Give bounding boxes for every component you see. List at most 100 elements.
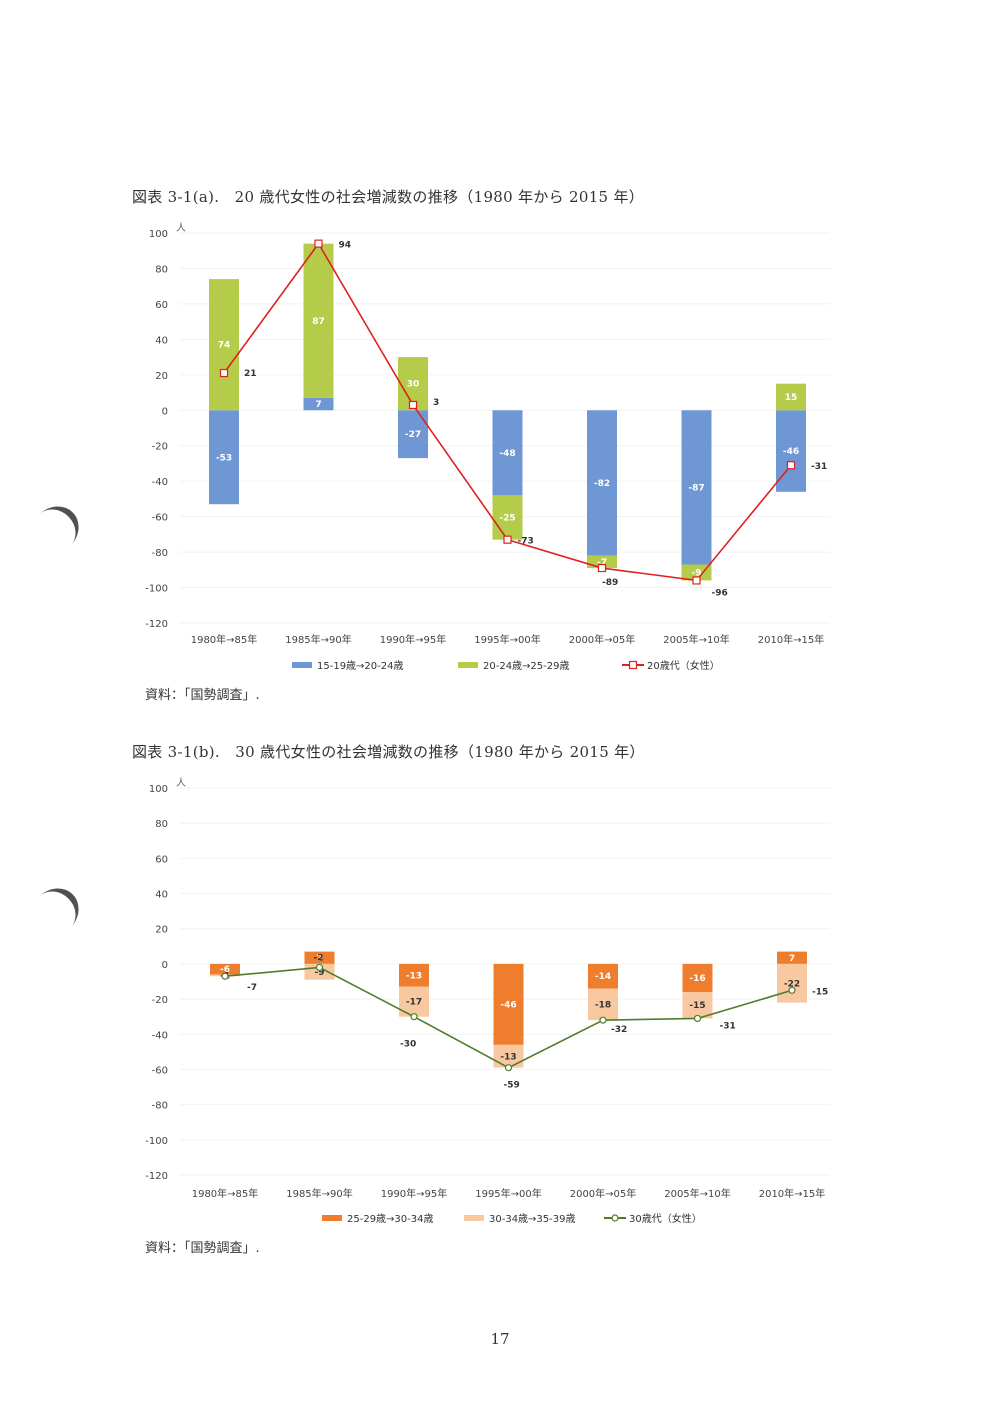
bar-data-label: 30	[407, 380, 420, 390]
bar-data-label: -18	[595, 1000, 611, 1010]
y-tick-label: -100	[145, 584, 168, 595]
bar-data-label: -16	[689, 974, 705, 984]
bar-segment	[303, 243, 334, 398]
bar-data-label: -46	[500, 1000, 516, 1010]
y-axis-unit-label: 人	[176, 222, 186, 234]
bar-data-label: -82	[594, 479, 610, 489]
bar-segment	[681, 410, 712, 565]
bar-data-label: -22	[784, 979, 800, 989]
x-category-label: 1990年→95年	[381, 1187, 448, 1200]
y-tick-label: 40	[155, 335, 168, 346]
line-data-label: 3	[433, 398, 439, 408]
bar-data-label: 7	[315, 400, 321, 410]
line-point	[504, 1064, 513, 1072]
bar-data-label: -9	[315, 968, 325, 978]
line-data-label: -31	[811, 462, 827, 472]
line-data-label: -15	[812, 987, 828, 997]
line-data-label: -7	[247, 983, 257, 993]
line-point	[597, 563, 607, 573]
bar-segment	[777, 963, 807, 1003]
y-tick-label: 40	[155, 890, 168, 901]
line-point	[692, 576, 701, 585]
figure-a-title: 図表 3-1(a). 20 歳代女性の社会増減数の推移（1980 年から 201…	[132, 188, 645, 206]
bar-segment	[588, 988, 618, 1021]
y-tick-label: -120	[145, 619, 168, 630]
y-tick-label: -100	[145, 1136, 168, 1147]
x-category-label: 2000年→05年	[570, 1187, 637, 1200]
line-point	[221, 972, 229, 980]
line-point	[503, 535, 512, 544]
y-tick-label: -20	[152, 995, 168, 1006]
y-tick-label: -60	[152, 1065, 168, 1076]
line-data-label: 21	[244, 369, 257, 379]
bar-segment	[209, 279, 239, 411]
line-data-label: -31	[720, 1021, 736, 1031]
y-tick-label: 0	[162, 406, 168, 417]
x-category-label: 1980年→85年	[191, 633, 258, 646]
bar-data-label: -46	[783, 447, 799, 457]
bar-segment	[399, 963, 429, 987]
legend-label: 20-24歳→25-29歳	[483, 660, 570, 672]
bar-data-label: -13	[406, 971, 422, 981]
bar-data-label: -27	[405, 430, 421, 440]
bar-segment	[681, 564, 712, 581]
bar-data-label: -9	[692, 568, 702, 578]
x-category-label: 2010年→15年	[758, 633, 825, 646]
line-point	[219, 368, 229, 378]
y-tick-label: -40	[152, 477, 168, 488]
y-tick-label: 20	[155, 371, 168, 382]
bar-segment	[492, 495, 523, 540]
bar-segment	[210, 963, 240, 975]
y-tick-label: -40	[152, 1030, 168, 1041]
bar-segment	[777, 951, 807, 964]
legend-swatch	[322, 1215, 342, 1221]
line-data-label: -96	[712, 588, 728, 598]
bar-segment	[493, 963, 524, 1045]
legend-label: 30歳代（女性）	[629, 1212, 702, 1225]
bar-data-label: -14	[595, 972, 611, 982]
y-tick-label: 100	[149, 229, 168, 240]
chart-a: 人 100 80 60 40 20 0 -20 -40 -60 -80 -100 -120 1980年→8…	[145, 222, 830, 672]
bar-segment	[303, 397, 334, 411]
legend-swatch-marker	[611, 1214, 619, 1222]
bar-data-label: 7	[789, 954, 795, 964]
chart-b: 人 100 80 60 40 20 0 -20 -40 -60 -80 -100 -120 1980年→8…	[145, 777, 830, 1225]
bar-segment	[776, 383, 806, 411]
line-data-label: -30	[400, 1040, 416, 1050]
y-tick-label: -60	[152, 513, 168, 524]
legend-label: 25-29歳→30-34歳	[347, 1213, 434, 1225]
x-category-label: 1995年→00年	[474, 633, 541, 646]
x-category-label: 2005年→10年	[664, 1187, 731, 1200]
bar-segment	[304, 951, 335, 964]
bar-segment	[493, 1044, 524, 1068]
x-category-label: 2000年→05年	[569, 633, 636, 646]
line-data-label: -2	[314, 953, 324, 963]
x-category-label: 2005年→10年	[663, 633, 730, 646]
bar-segment	[682, 963, 713, 993]
bar-data-label: 7	[316, 954, 322, 964]
bar-data-label: 87	[312, 317, 325, 327]
x-category-label: 1995年→00年	[475, 1187, 542, 1200]
line-data-label: 94	[339, 241, 352, 251]
line-data-label: -89	[602, 578, 618, 588]
bar-data-label: -48	[499, 449, 515, 459]
bar-data-label: 74	[218, 341, 231, 351]
y-axis-unit-label: 人	[176, 777, 186, 789]
bar-segment	[587, 410, 617, 556]
legend-swatch	[292, 662, 312, 668]
line-point	[788, 986, 796, 994]
line-point	[315, 963, 324, 972]
legend-label: 20歳代（女性）	[647, 659, 720, 672]
line-data-label: -59	[504, 1081, 520, 1091]
bar-data-label: -17	[406, 998, 422, 1008]
bar-data-label: 15	[785, 393, 798, 403]
line-point	[314, 239, 323, 248]
y-tick-label: 80	[155, 819, 168, 830]
bar-data-label: -53	[216, 453, 232, 463]
x-category-label: 1985年→90年	[286, 1187, 353, 1200]
y-tick-label: -20	[152, 442, 168, 453]
y-tick-label: -120	[145, 1171, 168, 1182]
bar-data-label: -15	[689, 1001, 705, 1011]
line-point	[786, 461, 796, 470]
bar-data-label: -7	[597, 558, 607, 568]
